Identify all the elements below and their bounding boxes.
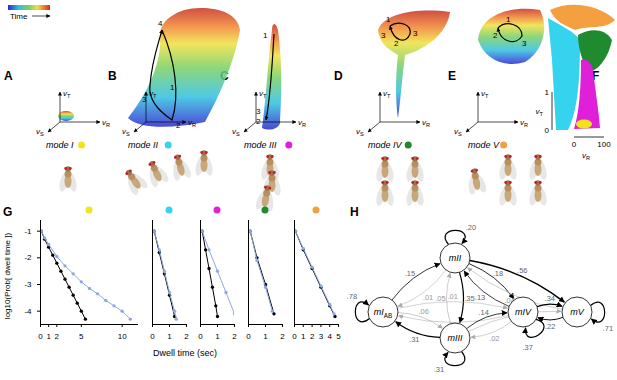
svg-text:1: 1 [170,83,175,92]
svg-text:mII: mII [449,253,462,263]
svg-text:-3: -3 [24,280,32,289]
svg-text:vS: vS [122,127,130,137]
svg-text:2: 2 [310,332,315,340]
svg-text:vS: vS [36,127,44,137]
svg-text:5: 5 [79,332,84,340]
svg-text:H: H [350,205,359,219]
svg-text:vR: vR [188,118,196,128]
svg-text:100: 100 [597,140,611,149]
svg-text:2: 2 [256,117,261,126]
svg-text:.37: .37 [522,343,532,352]
svg-text:2: 2 [55,332,60,340]
svg-text:2: 2 [493,31,498,40]
svg-text:vR: vR [102,118,110,128]
svg-text:vT: vT [481,89,489,99]
svg-text:.34: .34 [545,294,555,303]
svg-text:0: 0 [572,140,577,149]
svg-text:A: A [4,69,13,83]
svg-text:1: 1 [167,332,172,340]
svg-text:2: 2 [280,332,285,340]
svg-text:Time: Time [10,12,28,21]
svg-text:.01: .01 [448,292,458,301]
svg-text:3: 3 [142,95,147,104]
svg-text:-2: -2 [24,253,32,262]
svg-text:.56: .56 [517,266,527,275]
svg-text:vS: vS [356,127,364,137]
svg-text:log10(Prob[ dwell time ]): log10(Prob[ dwell time ]) [3,233,12,320]
svg-text:0: 0 [198,332,203,340]
svg-text:vT: vT [536,107,544,117]
svg-text:.02: .02 [489,334,499,343]
svg-text:.13: .13 [475,293,485,302]
svg-text:mode I: mode I [46,140,74,150]
svg-text:0: 0 [150,332,155,340]
svg-text:4: 4 [327,332,332,340]
svg-text:vS: vS [232,127,240,137]
svg-text:.06: .06 [418,307,428,316]
svg-text:D: D [334,69,343,83]
svg-text:.31: .31 [434,365,444,374]
svg-text:mIV: mIV [515,307,532,317]
svg-text:4: 4 [158,19,163,28]
svg-text:2: 2 [176,121,181,130]
svg-text:.01: .01 [423,293,433,302]
svg-text:vR: vR [422,118,430,128]
svg-text:0: 0 [246,332,251,340]
svg-text:F: F [592,69,600,83]
svg-text:1: 1 [46,332,51,340]
svg-text:vT: vT [259,89,267,99]
svg-text:.78: .78 [347,292,357,301]
svg-text:.35: .35 [464,294,474,303]
svg-text:.71: .71 [603,324,613,333]
svg-text:vR: vR [582,151,590,161]
svg-text:5: 5 [336,332,341,340]
svg-text:1: 1 [301,332,306,340]
svg-text:-1: -1 [24,227,32,236]
svg-text:.15: .15 [405,269,415,278]
svg-text:.18: .18 [493,269,503,278]
svg-text:.22: .22 [545,322,555,331]
svg-text:0: 0 [292,332,297,340]
svg-text:3: 3 [381,31,386,40]
svg-text:mIAB: mIAB [374,307,392,319]
svg-text:1: 1 [545,88,550,97]
svg-text:.20: .20 [466,223,476,232]
svg-text:vT: vT [383,89,391,99]
svg-text:G: G [3,205,12,219]
svg-text:.04: .04 [504,295,515,305]
svg-text:mode V: mode V [468,140,500,150]
svg-text:vT: vT [149,89,157,99]
svg-text:3: 3 [319,332,324,340]
svg-text:mode IV: mode IV [368,140,403,150]
svg-text:.05: .05 [435,294,446,304]
svg-text:1: 1 [263,31,268,40]
svg-text:3: 3 [522,39,527,48]
svg-text:1: 1 [506,15,511,24]
svg-text:B: B [108,69,117,83]
svg-text:mode II: mode II [128,140,159,150]
svg-text:0: 0 [545,126,550,135]
svg-text:3: 3 [256,107,261,116]
svg-text:E: E [448,69,456,83]
svg-text:0: 0 [38,332,43,340]
svg-text:10: 10 [118,332,127,340]
svg-text:2: 2 [232,332,237,340]
svg-text:1: 1 [386,15,391,24]
svg-text:vS: vS [454,127,462,137]
svg-text:vR: vR [298,118,306,128]
svg-text:1: 1 [263,332,268,340]
svg-text:Dwell time (sec): Dwell time (sec) [153,348,217,358]
svg-text:mV: mV [570,307,584,317]
svg-text:mIII: mIII [448,333,463,343]
svg-text:2: 2 [184,332,189,340]
svg-text:vT: vT [63,89,71,99]
svg-text:1: 1 [215,332,220,340]
svg-text:3: 3 [413,29,418,38]
svg-text:mode III: mode III [244,140,277,150]
svg-text:vR: vR [520,118,528,128]
svg-text:.31: .31 [409,335,419,344]
svg-text:-4: -4 [24,307,32,316]
svg-text:.14: .14 [478,308,488,317]
svg-text:2: 2 [394,39,399,48]
